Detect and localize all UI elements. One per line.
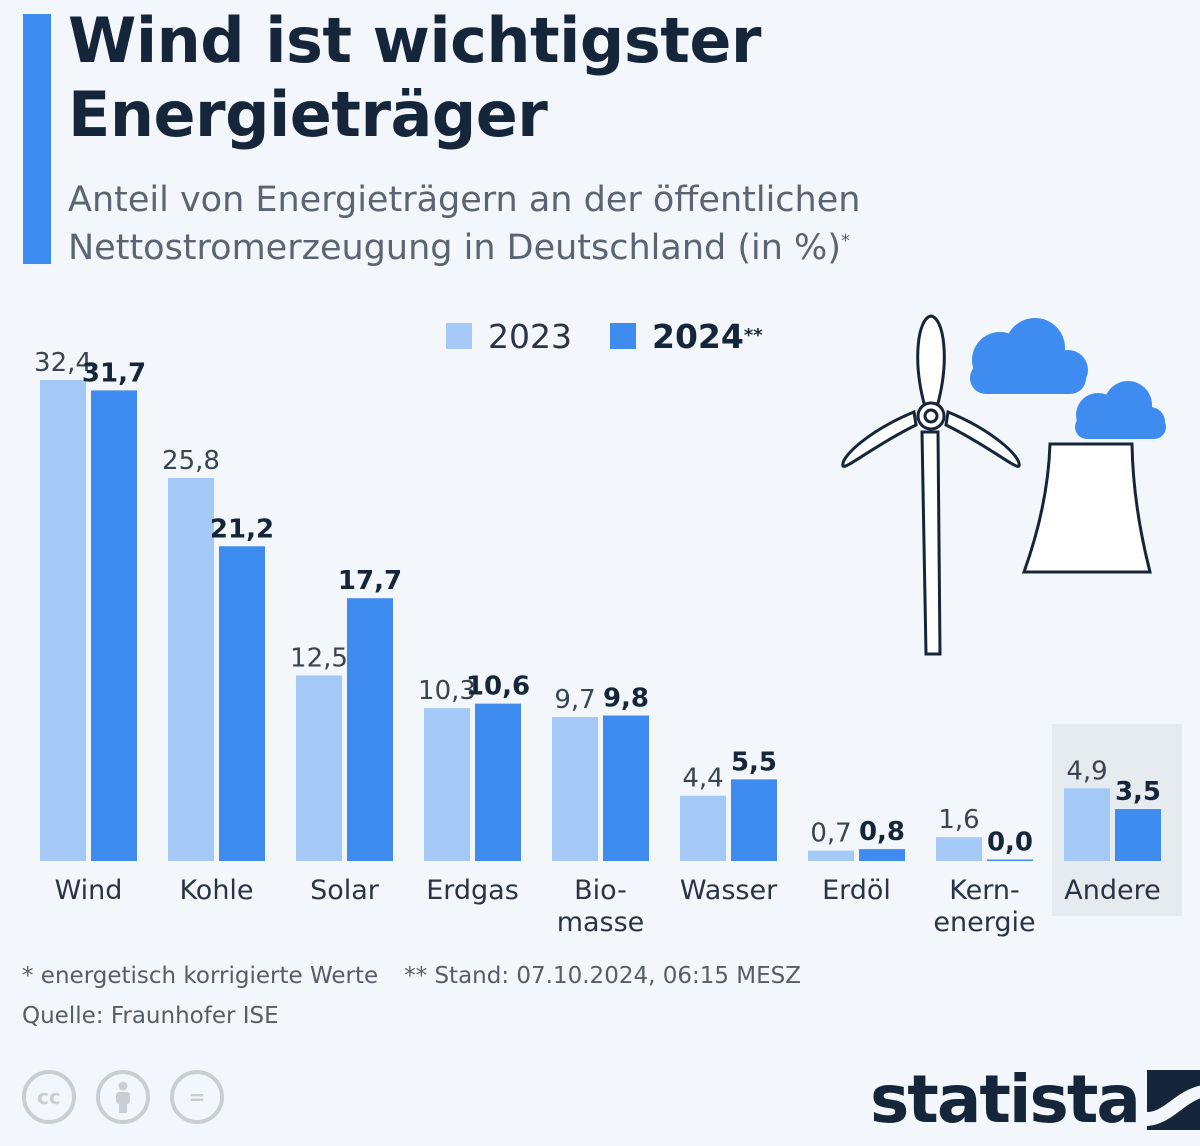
page-title: Wind ist wichtigster Energieträger xyxy=(68,4,761,152)
wind-power-illustration xyxy=(841,314,1166,656)
data-label-2024-6: 0,8 xyxy=(859,817,905,847)
bar-2024-0 xyxy=(91,390,137,861)
data-label-2023-2: 12,5 xyxy=(290,643,348,673)
bar-2024-6 xyxy=(859,849,905,861)
legend-item-2023: 2023 xyxy=(446,317,572,356)
bar-2024-3 xyxy=(475,703,521,861)
legend-swatch-2024 xyxy=(609,323,636,349)
bar-chart: 32,431,7 Wind 25,8 21,2 Kohle 12,5 17,7 Solar 10… xyxy=(34,348,1182,938)
bar-2023-3 xyxy=(424,708,470,861)
category-label-4-0: Bio- xyxy=(574,875,627,906)
bar-2024-2 xyxy=(347,598,393,861)
category-label-4-1: masse xyxy=(557,907,645,938)
category-label-8-0: Andere xyxy=(1064,875,1160,906)
data-label-2023-1: 25,8 xyxy=(162,446,220,476)
cc-icon[interactable]: cc xyxy=(22,1070,76,1124)
subtitle-line-2: Nettostromerzeugung in Deutschland (in %… xyxy=(68,228,841,268)
bar-2023-1 xyxy=(168,477,214,861)
source-note: Quelle: Fraunhofer ISE xyxy=(22,1003,279,1029)
license-icons: cc = xyxy=(22,1070,244,1124)
bar-2023-7 xyxy=(936,837,982,861)
data-label-2023-7: 1,6 xyxy=(938,805,979,835)
data-label-2023-5: 4,4 xyxy=(682,764,723,794)
bar-2024-8 xyxy=(1115,809,1161,861)
title-line-1: Wind ist wichtigster xyxy=(68,4,761,77)
page-subtitle: Anteil von Energieträgern an der öffentl… xyxy=(68,176,860,272)
statista-logo-icon xyxy=(1146,1070,1200,1130)
category-label-1-0: Kohle xyxy=(179,875,253,906)
legend-item-2024: 2024 ** xyxy=(609,316,763,356)
category-label-7-1: energie xyxy=(933,907,1035,938)
category-label-3-0: Erdgas xyxy=(426,875,519,906)
person-icon xyxy=(116,1081,130,1113)
wind-turbine-icon xyxy=(841,314,1021,656)
category-label-7-0: Kern- xyxy=(949,875,1019,906)
legend-swatch-2023 xyxy=(446,323,472,349)
data-label-2024-2: 17,7 xyxy=(338,566,402,596)
legend-label-2024: 2024 xyxy=(651,316,744,356)
data-label-2024-7: 0,0 xyxy=(987,828,1033,858)
brand-name: statista xyxy=(870,1061,1141,1138)
cooling-tower-icon xyxy=(1021,442,1152,574)
bar-2023-2 xyxy=(296,675,342,861)
data-label-2023-8: 4,9 xyxy=(1066,756,1107,786)
data-label-2023-0: 32,4 xyxy=(34,348,92,378)
bar-2023-4 xyxy=(552,716,598,861)
accent-bar xyxy=(23,14,51,264)
bar-2024-5 xyxy=(731,779,777,861)
bar-2023-0 xyxy=(40,380,86,861)
data-label-2024-4: 9,8 xyxy=(603,684,649,714)
category-label-5-0: Wasser xyxy=(680,875,778,906)
bar-2024-4 xyxy=(603,715,649,861)
statista-logo[interactable]: statista xyxy=(870,1060,1200,1140)
no-derivatives-icon[interactable]: = xyxy=(170,1070,224,1124)
data-label-2023-4: 9,7 xyxy=(554,685,595,715)
category-label-6-0: Erdöl xyxy=(822,875,891,906)
subtitle-line-1: Anteil von Energieträgern an der öffentl… xyxy=(68,180,861,220)
data-label-2024-3: 10,6 xyxy=(466,672,530,702)
bar-2023-5 xyxy=(680,795,726,861)
footnote-row: * energetisch korrigierte Werte ** Stand:… xyxy=(22,963,801,989)
bar-2024-1 xyxy=(219,546,265,861)
bar-2023-6 xyxy=(808,850,854,861)
data-label-2024-0: 31,7 xyxy=(82,358,146,388)
data-label-2024-8: 3,5 xyxy=(1115,777,1161,807)
category-label-0-0: Wind xyxy=(55,875,123,906)
title-line-2: Energieträger xyxy=(68,78,548,151)
footnote-corrected-values: * energetisch korrigierte Werte xyxy=(22,963,379,989)
bar-2024-7 xyxy=(987,859,1033,861)
data-label-2024-5: 5,5 xyxy=(731,747,777,777)
category-label-2-0: Solar xyxy=(310,875,380,906)
cloud-icon xyxy=(970,318,1088,394)
chart-legend: 2023 2024 ** xyxy=(446,313,801,359)
bar-2023-8 xyxy=(1064,788,1110,861)
legend-label-2023: 2023 xyxy=(488,316,572,356)
attribution-icon[interactable] xyxy=(96,1070,150,1124)
data-label-2024-1: 21,2 xyxy=(210,514,274,544)
footnote-timestamp: ** Stand: 07.10.2024, 06:15 MESZ xyxy=(404,963,802,989)
subtitle-footnote-mark: * xyxy=(840,230,850,252)
small-cloud-icon xyxy=(1075,381,1166,439)
data-label-2023-3: 10,3 xyxy=(418,676,476,706)
data-label-2023-6: 0,7 xyxy=(810,819,851,849)
